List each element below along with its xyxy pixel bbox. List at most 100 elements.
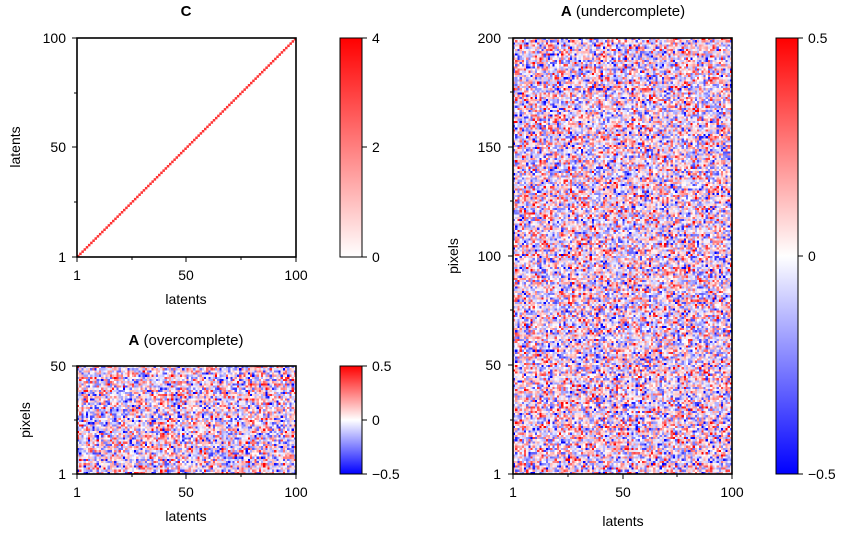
panel-c-diagonal-cell [214, 116, 218, 120]
panel-c-diagonal-cell [158, 173, 161, 177]
panel-c-diagonal-cell [77, 254, 80, 258]
panel-c-diagonal-cell [166, 165, 170, 168]
panel-c-diagonal-cell [225, 105, 229, 109]
panel-c-diagonal-cell [107, 224, 111, 227]
panel-c-diagonal-cell [142, 189, 146, 192]
panel-c-diagonal-cell [140, 191, 143, 194]
panel-c-diagonal-cell [151, 180, 154, 183]
panel-c-diagonal-cell [177, 154, 181, 157]
panel-c-diagonal-cell [217, 114, 220, 118]
panel-a-under-ytick-label: 100 [478, 248, 502, 264]
panel-c-title-bold: C [181, 3, 192, 20]
panel-c-diagonal-cell [274, 57, 277, 61]
panel-a-under-cbar-label: 0.5 [808, 30, 828, 46]
panel-c-diagonal-cell [243, 88, 246, 91]
panel-c-diagonal-cell [204, 127, 207, 131]
panel-c-diagonal-cell [212, 119, 216, 122]
panel-a-over-cbar-label: 0.5 [372, 358, 392, 374]
panel-c-diagonal-cell [133, 197, 137, 201]
panel-c-diagonal-cell [103, 228, 106, 232]
panel-c-y-ticks: 1 50 100 [43, 30, 77, 265]
panel-c-diagonal-cell [267, 64, 271, 67]
panel-a-under-ytick-label: 200 [478, 30, 502, 46]
panel-c-diagonal-cell [149, 182, 152, 186]
panel-c-diagonal-cell [120, 211, 124, 214]
panel-c-diagonal-cell [291, 40, 295, 43]
panel-c-diagonal-cell [276, 55, 279, 59]
panel-a-overcomplete: A (overcomplete) 1 50 100 1 50 latents p… [17, 332, 400, 524]
panel-c-diagonal-cell [271, 59, 275, 63]
panel-c-diagonal-cell [147, 184, 150, 188]
panel-c-diagonal-cell [210, 121, 214, 124]
panel-c-diagonal-cell [245, 86, 249, 89]
panel-c-diagonal-cell [94, 237, 98, 240]
panel-c: C 1 50 100 1 50 100 latents latents [7, 3, 380, 307]
panel-c-diagonal-cell [234, 97, 238, 100]
panel-c-diagonal-cell [144, 186, 148, 190]
panel-c-diagonal-cell [136, 195, 139, 199]
panel-c-xtick-label: 1 [73, 267, 81, 283]
panel-c-diagonal-cell [221, 110, 225, 113]
panel-a-over-cbar-label: 0 [372, 412, 380, 428]
panel-a-under-xtick-label: 100 [720, 484, 744, 500]
panel-c-diagonal-cell [109, 221, 113, 225]
panel-c-diagonal-cell [193, 138, 196, 142]
panel-c-diagonal-cell [164, 167, 168, 170]
panel-c-heatmap [77, 38, 297, 258]
panel-c-diagonal-cell [155, 175, 159, 179]
panel-c-diagonal-cell [201, 129, 205, 133]
panel-c-diagonal-cell [223, 108, 227, 111]
panel-a-under-title-bold: A [561, 3, 572, 20]
panel-c-diagonal-cell [250, 81, 253, 85]
panel-c-xtick-label: 100 [284, 267, 308, 283]
panel-a-under-title: A (undercomplete) [561, 3, 685, 20]
panel-c-diagonal-cell [241, 90, 244, 94]
panel-c-diagonal-cell [122, 208, 126, 212]
panel-c-diagonal-cell [197, 134, 200, 137]
panel-a-under-xtick-label: 50 [615, 484, 631, 500]
panel-c-diagonal-cell [87, 243, 91, 247]
panel-c-diagonal-cell [179, 151, 183, 155]
panel-c-x-ticks: 1 50 100 [73, 257, 308, 283]
panel-c-diagonal-cell [116, 215, 119, 218]
panel-c-diagonal-cell [118, 213, 122, 216]
panel-a-under-ytick-label: 1 [493, 466, 501, 482]
panel-c-diagonal-cell [258, 73, 262, 76]
panel-c-diagonal-cell [168, 162, 172, 166]
panel-c-diagonal-cell [153, 178, 157, 181]
panel-c-diagonal-cell [186, 145, 189, 148]
panel-a-under-heatmap [513, 38, 732, 474]
panel-c-diagonal-cell [182, 149, 185, 153]
panel-a-under-xtick-label: 1 [509, 484, 517, 500]
panel-c-diagonal-cell [98, 232, 102, 236]
panel-c-diagonal-cell [265, 66, 268, 69]
panel-c-diagonal-cell [195, 136, 198, 140]
panel-a-under-ylabel: pixels [445, 238, 461, 274]
panel-c-diagonal-cell [285, 46, 288, 50]
panel-c-diagonal-cell [162, 169, 165, 172]
panel-c-ytick-label: 1 [58, 249, 66, 265]
panel-a-under-colorbar [775, 37, 799, 475]
panel-c-diagonal-cell [173, 158, 176, 161]
panel-c-diagonal-cell [138, 193, 141, 196]
panel-c-diagonal-cell [188, 143, 192, 146]
panel-c-xlabel: latents [165, 291, 206, 307]
panel-c-diagonal-cell [85, 246, 89, 249]
panel-c-diagonal-cell [129, 202, 133, 205]
panel-c-diagonal-cell [269, 62, 273, 65]
panel-a-over-colorbar [339, 365, 363, 475]
panel-a-over-xlabel: latents [165, 508, 206, 524]
panel-c-diagonal-cell [280, 51, 284, 54]
panel-c-title: C [181, 3, 192, 20]
panel-c-diagonal-cell [199, 132, 203, 135]
panel-c-diagonal-cell [228, 103, 231, 107]
panel-c-diagonal-cell [175, 156, 179, 159]
panel-c-diagonal-cell [96, 235, 100, 238]
panel-c-diagonal-cell [90, 241, 93, 245]
panel-c-diagonal-cell [236, 94, 240, 98]
panel-c-diagonal-cell [230, 101, 233, 104]
panel-c-diagonal-cell [263, 68, 266, 72]
panel-c-diagonal-cell [208, 123, 211, 126]
panel-a-over-ytick-label: 1 [58, 466, 66, 482]
